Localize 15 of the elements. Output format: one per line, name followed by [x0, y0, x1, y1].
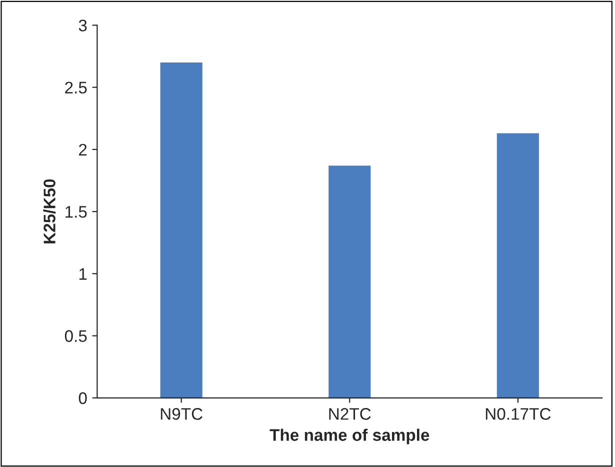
y-tick-label: 0.5 — [64, 330, 87, 342]
y-tick-label: 3 — [78, 20, 87, 32]
x-tick-label: N2TC — [329, 408, 371, 420]
y-tick-label: 0 — [78, 392, 87, 404]
y-tick-label: 2 — [79, 144, 87, 156]
y-tick-label: 1 — [79, 268, 87, 280]
bar — [328, 166, 371, 398]
y-axis-title: K25/K50 — [43, 179, 56, 244]
x-tick-label: N9TC — [160, 408, 202, 420]
bar — [160, 62, 202, 398]
y-tick-label: 2.5 — [65, 82, 87, 94]
y-tick-label: 1.5 — [66, 206, 87, 218]
x-tick-label: N0.17TC — [486, 408, 551, 420]
bar — [496, 133, 539, 398]
x-axis-title: The name of sample — [270, 428, 430, 444]
